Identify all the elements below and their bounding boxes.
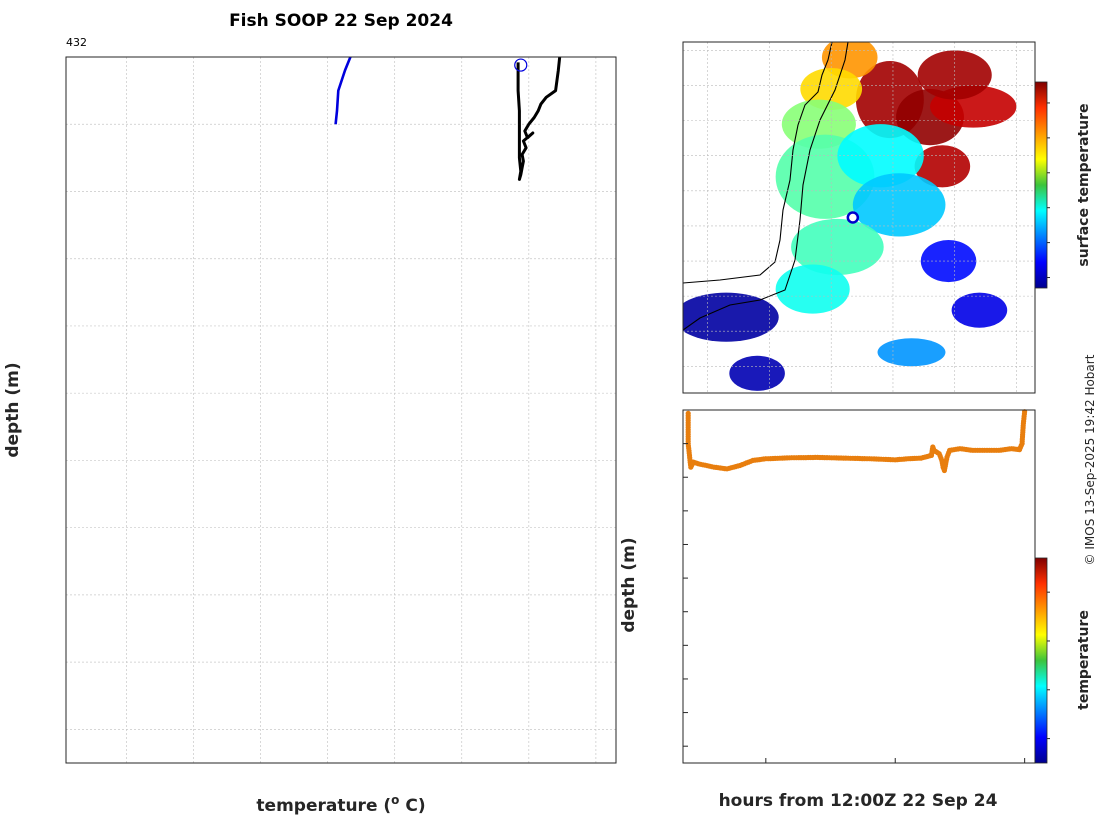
sst-patch — [683, 292, 779, 342]
sst-patch — [877, 338, 946, 367]
profile-series-line — [334, 57, 352, 125]
track-tick-labels — [683, 409, 1026, 763]
figure-title: Fish SOOP 22 Sep 2024 — [229, 11, 453, 31]
station-circle — [846, 211, 860, 224]
sst-patch — [800, 67, 863, 111]
track-series — [685, 409, 1028, 474]
sst-patch — [951, 292, 1008, 328]
track-colorbar-ticks — [1047, 591, 1050, 740]
profile-series-line — [516, 57, 562, 181]
map-colorbar-ticks — [1047, 102, 1050, 279]
profile-ylabel: depth (m) — [3, 362, 23, 457]
profile-top-label: 432 — [66, 36, 87, 49]
credit-text: © IMOS 13-Sep-2025 19:42 Hobart — [1083, 354, 1097, 565]
track-xlabel: hours from 12:00Z 22 Sep 24 — [719, 791, 998, 811]
profile-plot-area — [66, 57, 616, 763]
profile-axes-box — [65, 56, 617, 764]
profile-xlabel: temperature (o C) — [256, 793, 425, 816]
track-plot-area — [683, 410, 1035, 763]
map-shelf-contour — [683, 42, 849, 331]
map-colorbar-label: surface temperature — [1076, 103, 1092, 266]
map-station-marker — [846, 211, 860, 224]
map-sst-field — [683, 42, 1017, 391]
track-ylabel: depth (m) — [619, 537, 639, 632]
track-colorbar — [1034, 557, 1048, 764]
map-colorbar — [1034, 81, 1048, 289]
profile-grid — [66, 56, 616, 763]
sst-patch — [729, 355, 785, 391]
sst-patch — [775, 264, 850, 314]
map-coastline — [683, 42, 833, 284]
profile-series — [334, 57, 562, 181]
map-grid — [683, 42, 1035, 393]
track-colorbar-label: temperature — [1076, 610, 1092, 710]
profile-start-marker — [514, 58, 528, 72]
sst-patch — [852, 173, 946, 237]
